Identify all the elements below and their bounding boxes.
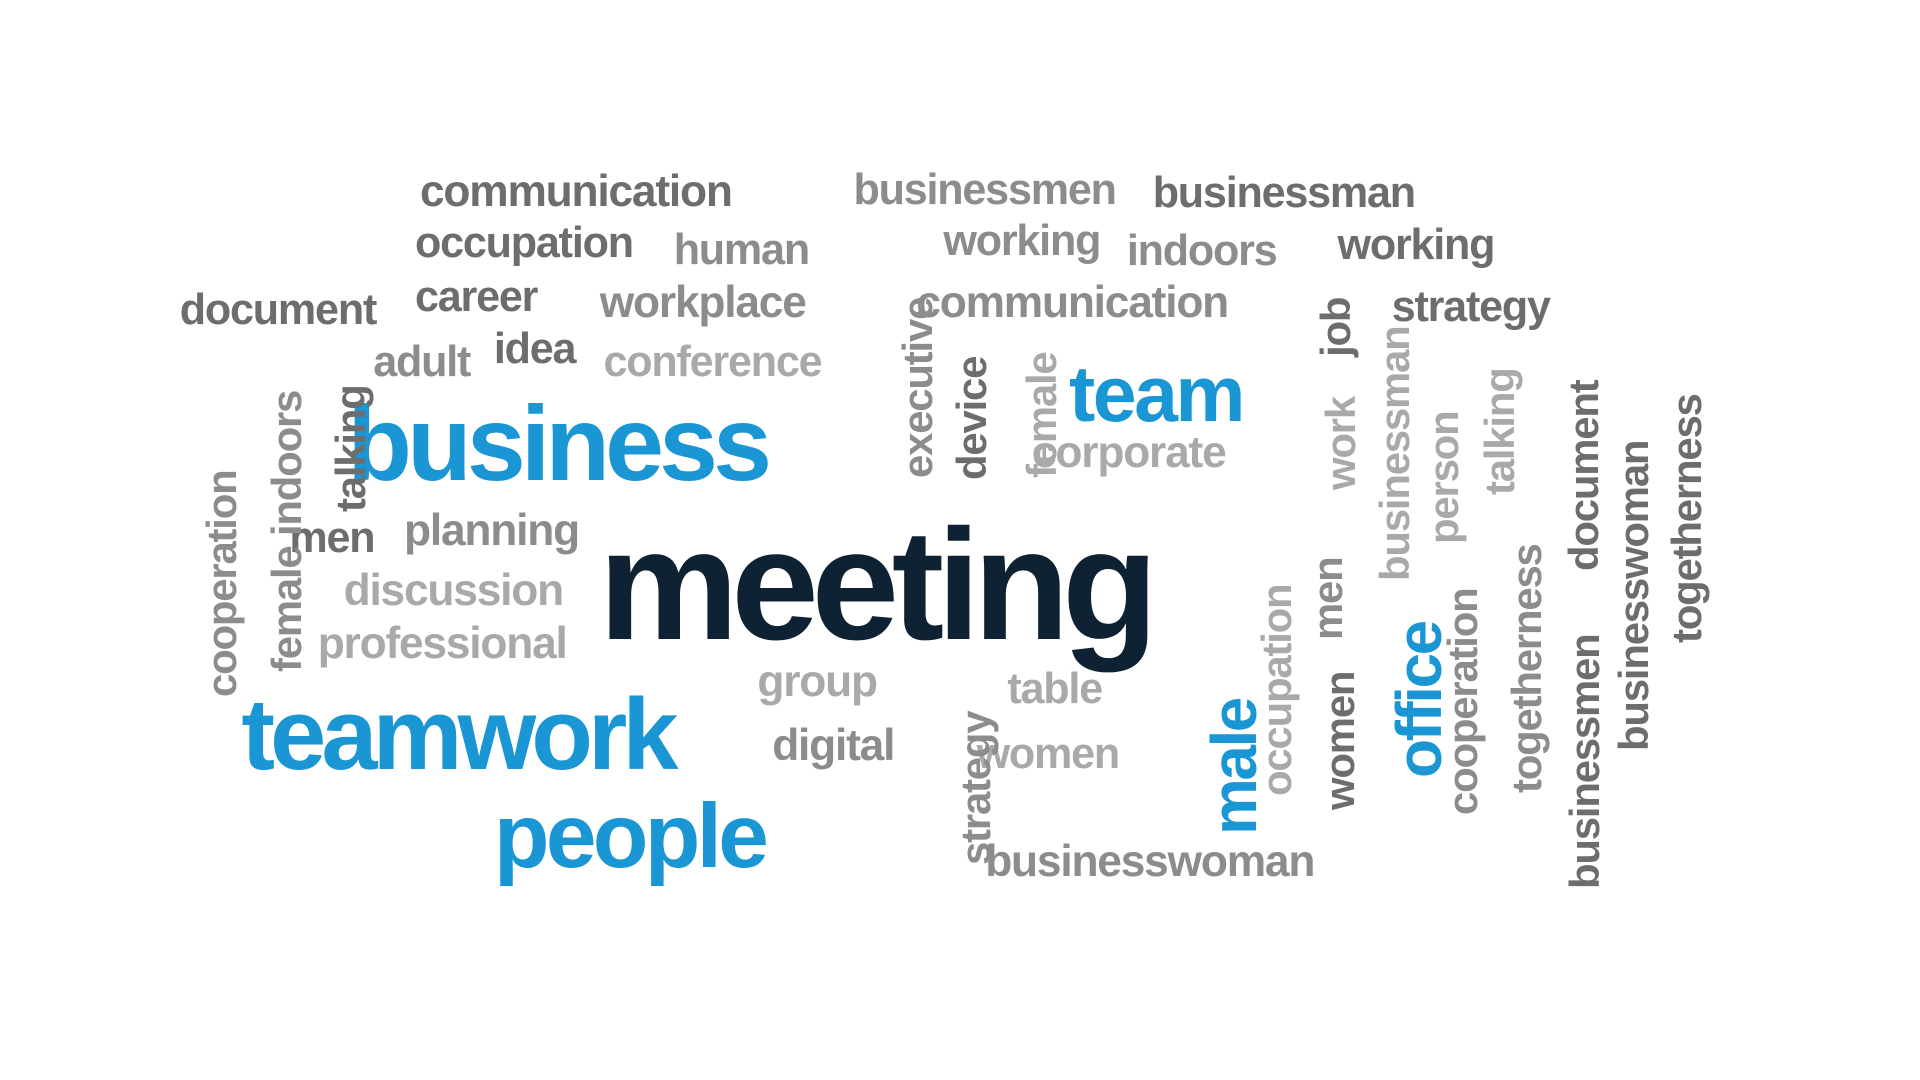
word-workplace: workplace [599,277,807,327]
word-businessmen-vertical: businessmen [1561,634,1609,890]
word-conference: conference [603,338,823,387]
word-togetherness-vertical: togetherness [1503,544,1551,794]
word-businesswoman-vertical: businesswoman [1610,440,1658,752]
word-document: document [179,286,377,335]
word-women-vertical: women [1316,672,1363,811]
word-communication: communication [420,167,733,216]
word-career: career [415,272,538,321]
word-indoors: indoors [1126,227,1278,276]
word-corporate: corporate [1032,428,1227,477]
word-team: team [1069,349,1245,438]
word-teamwork: teamwork [241,678,678,791]
word-digital: digital [772,721,895,771]
word-table: table [1007,664,1103,713]
word-working: working [1337,221,1496,270]
word-communication: communication [916,277,1229,327]
word-men: men [289,514,375,563]
word-job-vertical: job [1312,297,1360,358]
word-executive-vertical: executive [893,297,941,478]
word-business: business [347,384,772,503]
word-female-indoors-vertical: female indoors [263,391,310,673]
word-work-vertical: work [1317,397,1365,491]
word-businessman-vertical: businessman [1371,326,1419,582]
word-people: people [493,785,769,887]
word-businessmen: businessmen [853,165,1117,214]
word-professional: professional [317,618,568,668]
word-cooperation-vertical: cooperation [1439,588,1487,816]
word-planning: planning [404,505,580,555]
word-men-vertical: men [1303,557,1351,641]
word-group: group [757,657,878,707]
word-strategy-vertical: strategy [951,711,999,865]
word-idea: idea [493,324,577,373]
word-discussion: discussion [343,566,565,615]
word-businesswoman: businesswoman [985,836,1315,886]
word-women: women [976,729,1121,778]
word-human: human [673,226,810,275]
word-strategy: strategy [1391,282,1551,331]
word-occupation: occupation [415,218,634,267]
word-talking-vertical: talking [1476,368,1524,496]
word-female-vertical: female [1018,352,1065,478]
word-adult: adult [373,338,471,387]
word-togetherness-vertical: togetherness [1663,394,1711,643]
word-meeting: meeting [598,497,1159,674]
word-working: working [943,217,1101,266]
word-occupation-vertical: occupation [1253,584,1301,796]
word-document-vertical: document [1559,380,1607,572]
word-talking-vertical: talking [327,385,375,513]
word-device-vertical: device [947,357,995,481]
word-person-vertical: person [1419,411,1467,545]
word-cooperation-vertical: cooperation [197,470,245,698]
word-businessman: businessman [1152,169,1416,218]
